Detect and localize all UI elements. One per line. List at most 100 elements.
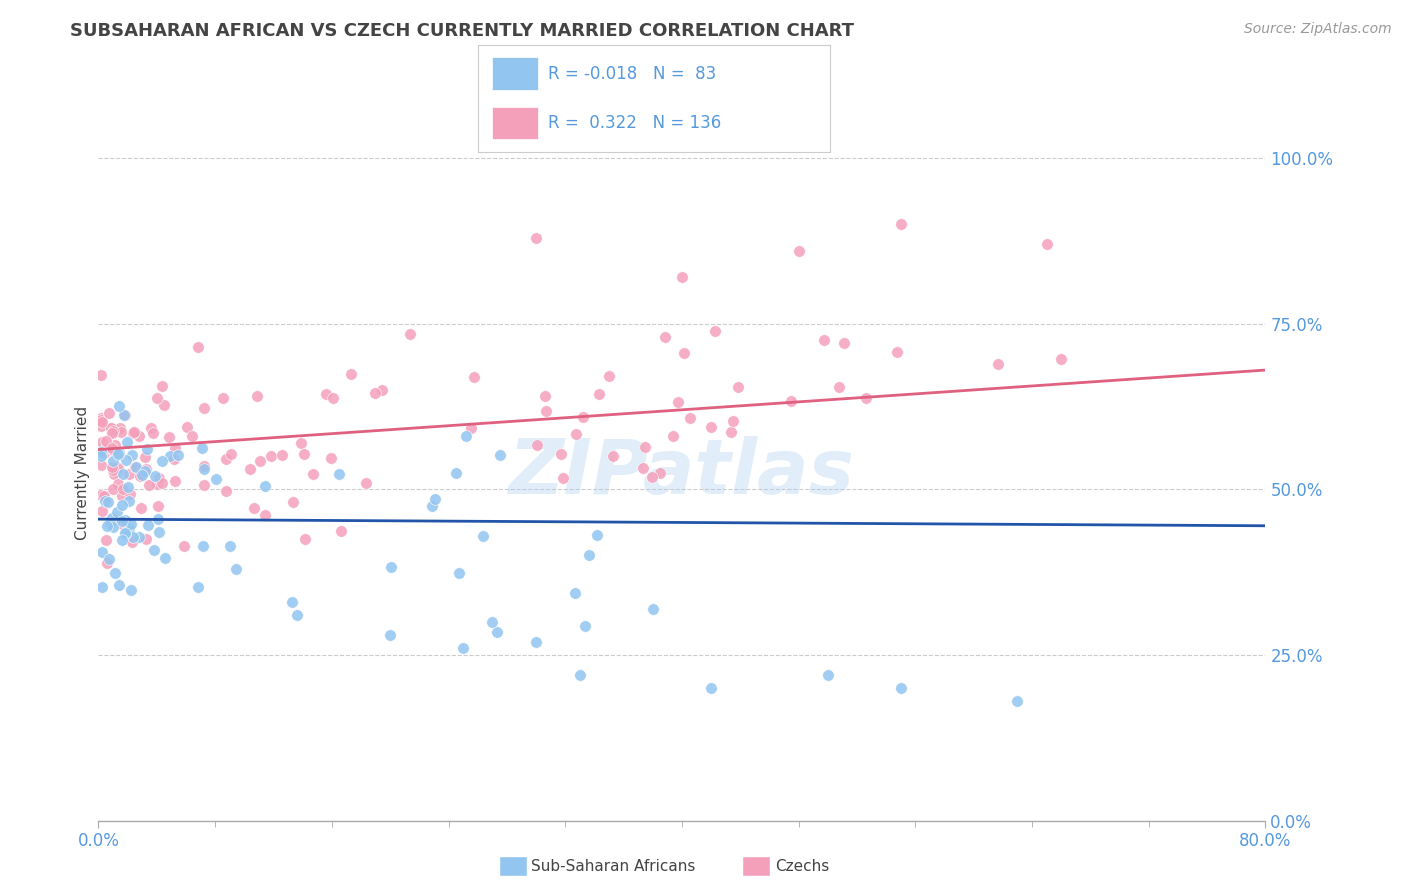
Point — [167, 448, 190, 462]
Point — [90, 411, 112, 425]
Point — [138, 478, 160, 492]
Point — [110, 421, 132, 435]
Point — [534, 403, 557, 417]
Point — [420, 500, 443, 514]
Point — [101, 424, 124, 438]
Point — [193, 459, 215, 474]
Point — [94, 434, 117, 448]
Point — [678, 411, 700, 425]
Point — [111, 498, 134, 512]
Point — [666, 394, 689, 409]
Point — [107, 447, 129, 461]
Point — [602, 450, 624, 464]
Point — [454, 429, 477, 443]
Point — [489, 449, 512, 463]
Point — [103, 453, 125, 467]
Point — [146, 512, 169, 526]
Point — [135, 442, 157, 457]
Point — [105, 464, 128, 478]
Point — [260, 450, 283, 464]
Point — [145, 477, 167, 491]
Point — [135, 462, 157, 476]
Point — [588, 387, 610, 401]
Point — [96, 519, 118, 533]
Point — [568, 668, 591, 682]
Text: SUBSAHARAN AFRICAN VS CZECH CURRENTLY MARRIED CORRELATION CHART: SUBSAHARAN AFRICAN VS CZECH CURRENTLY MA… — [70, 22, 855, 40]
Point — [110, 425, 132, 439]
Point — [90, 413, 112, 427]
Point — [460, 421, 482, 435]
Point — [101, 443, 124, 458]
FancyBboxPatch shape — [492, 107, 538, 139]
Point — [108, 399, 131, 413]
Point — [131, 467, 153, 481]
Point — [524, 230, 547, 244]
Point — [93, 493, 115, 508]
Point — [143, 469, 166, 483]
Point — [103, 467, 125, 482]
Point — [193, 462, 215, 476]
Point — [142, 425, 165, 440]
Point — [110, 517, 132, 532]
Point — [813, 333, 835, 347]
Point — [91, 415, 114, 429]
Point — [101, 463, 124, 477]
Point — [1050, 352, 1073, 367]
Point — [328, 467, 350, 481]
Point — [136, 517, 159, 532]
Point — [94, 533, 117, 547]
Point — [225, 561, 247, 575]
Point — [118, 522, 141, 536]
Point — [101, 426, 124, 441]
Point — [187, 340, 209, 354]
Point — [444, 467, 467, 481]
Point — [90, 368, 112, 382]
FancyBboxPatch shape — [492, 57, 538, 89]
Point — [631, 461, 654, 475]
Point — [101, 421, 124, 435]
Point — [315, 386, 337, 401]
Point — [121, 448, 143, 462]
Point — [120, 517, 142, 532]
Point — [114, 408, 136, 422]
Point — [727, 380, 749, 394]
Point — [122, 425, 145, 440]
Point — [148, 524, 170, 539]
Point — [285, 608, 308, 623]
Point — [91, 442, 114, 457]
Point — [633, 441, 655, 455]
Point — [129, 500, 152, 515]
Point — [641, 470, 664, 484]
Point — [290, 436, 312, 450]
Point — [118, 467, 141, 482]
Point — [91, 435, 114, 450]
Point — [98, 406, 121, 420]
Point — [139, 421, 162, 435]
Point — [890, 681, 912, 695]
Point — [451, 641, 474, 656]
Point — [218, 539, 240, 553]
Point — [526, 438, 548, 452]
Point — [100, 421, 122, 435]
Y-axis label: Currently Married: Currently Married — [75, 406, 90, 540]
Point — [254, 478, 277, 492]
Point — [93, 446, 115, 460]
Point — [118, 494, 141, 508]
Point — [398, 326, 420, 341]
Point — [551, 471, 574, 485]
Point — [145, 391, 167, 405]
Point — [146, 499, 169, 513]
Point — [114, 527, 136, 541]
Point — [354, 476, 377, 491]
Point — [107, 461, 129, 475]
Point — [987, 357, 1010, 371]
Point — [100, 459, 122, 474]
Point — [112, 408, 135, 422]
Point — [90, 458, 112, 473]
Point — [855, 391, 877, 405]
Point — [650, 466, 672, 480]
Point — [321, 451, 343, 466]
Point — [817, 668, 839, 682]
Point — [578, 548, 600, 562]
Point — [93, 489, 115, 503]
